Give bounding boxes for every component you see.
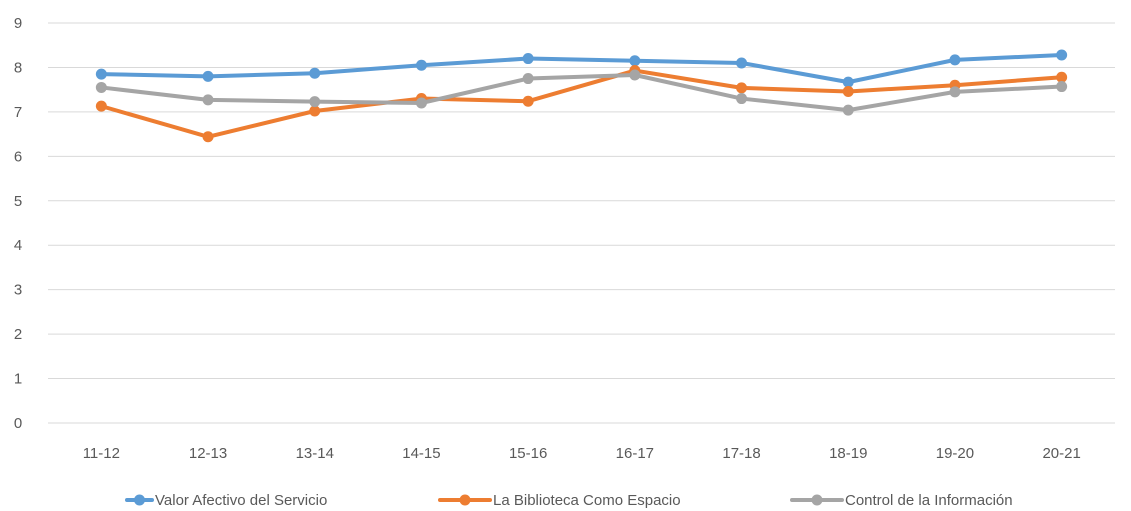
x-tick-label: 17-18: [722, 445, 760, 462]
data-point: [1056, 71, 1068, 83]
y-tick-label: 5: [14, 193, 22, 210]
series-line: [99, 53, 1064, 85]
y-tick-label: 8: [14, 59, 22, 76]
data-point: [949, 86, 961, 98]
x-tick-label: 19-20: [936, 445, 974, 462]
data-point: [95, 81, 107, 93]
y-tick-label: 7: [14, 104, 22, 121]
series-line: [99, 68, 1064, 139]
legend-swatch-marker: [134, 494, 145, 506]
x-tick-label: 12-13: [189, 445, 227, 462]
y-tick-label: 9: [14, 15, 22, 32]
data-point: [202, 131, 214, 143]
y-tick-label: 6: [14, 148, 22, 165]
x-axis-tick-labels: 11-12 12-13 13-14 14-15 15-16 16-17 17-18 18-19…: [83, 445, 1081, 462]
x-tick-label: 15-16: [509, 445, 547, 462]
y-tick-label: 0: [14, 415, 22, 432]
legend-label: Valor Afectivo del Servicio: [155, 492, 327, 509]
x-tick-label: 11-12: [83, 445, 120, 462]
data-point: [629, 55, 641, 67]
data-point: [949, 54, 961, 66]
data-point: [842, 85, 854, 97]
legend-item: Valor Afectivo del Servicio: [125, 492, 327, 509]
data-point: [629, 69, 641, 81]
data-point: [309, 96, 321, 108]
data-point: [522, 95, 534, 107]
x-tick-label: 14-15: [402, 445, 440, 462]
data-point: [1056, 81, 1068, 93]
x-tick-label: 13-14: [296, 445, 334, 462]
data-point: [1056, 49, 1068, 61]
legend-swatch-marker: [459, 494, 471, 506]
data-point: [309, 67, 321, 79]
gridlines: [48, 22, 1115, 424]
legend-swatch-marker: [811, 494, 823, 506]
legend-item: Control de la Información: [790, 492, 1013, 509]
series-3: [95, 69, 1068, 116]
legend-item: La Biblioteca Como Espacio: [438, 492, 681, 509]
y-tick-label: 4: [14, 237, 22, 254]
data-point: [309, 105, 321, 117]
data-point: [736, 57, 748, 69]
y-tick-label: 1: [14, 371, 22, 388]
data-point: [202, 70, 214, 82]
y-axis-tick-labels: 0 1 2 3 4 5 6 7 8 9: [14, 15, 22, 432]
x-tick-label: 18-19: [829, 445, 867, 462]
data-point: [736, 82, 748, 94]
x-tick-label: 16-17: [616, 445, 654, 462]
data-point: [95, 100, 107, 112]
y-tick-label: 2: [14, 326, 22, 343]
series-1: [95, 49, 1068, 88]
legend-label: La Biblioteca Como Espacio: [493, 492, 681, 509]
data-point: [415, 97, 427, 109]
data-point: [95, 68, 107, 80]
data-point: [736, 93, 748, 105]
data-point: [842, 104, 854, 116]
data-point: [842, 76, 854, 88]
y-tick-label: 3: [14, 282, 22, 299]
legend: Valor Afectivo del Servicio La Biblioteca…: [125, 492, 1013, 509]
data-point: [522, 53, 534, 65]
legend-label: Control de la Información: [845, 492, 1013, 509]
series-2: [95, 65, 1068, 143]
series-line: [99, 73, 1064, 113]
series-lines: [95, 49, 1068, 143]
x-tick-label: 20-21: [1042, 445, 1080, 462]
data-point: [202, 94, 214, 106]
data-point: [415, 59, 427, 71]
data-point: [522, 73, 534, 85]
